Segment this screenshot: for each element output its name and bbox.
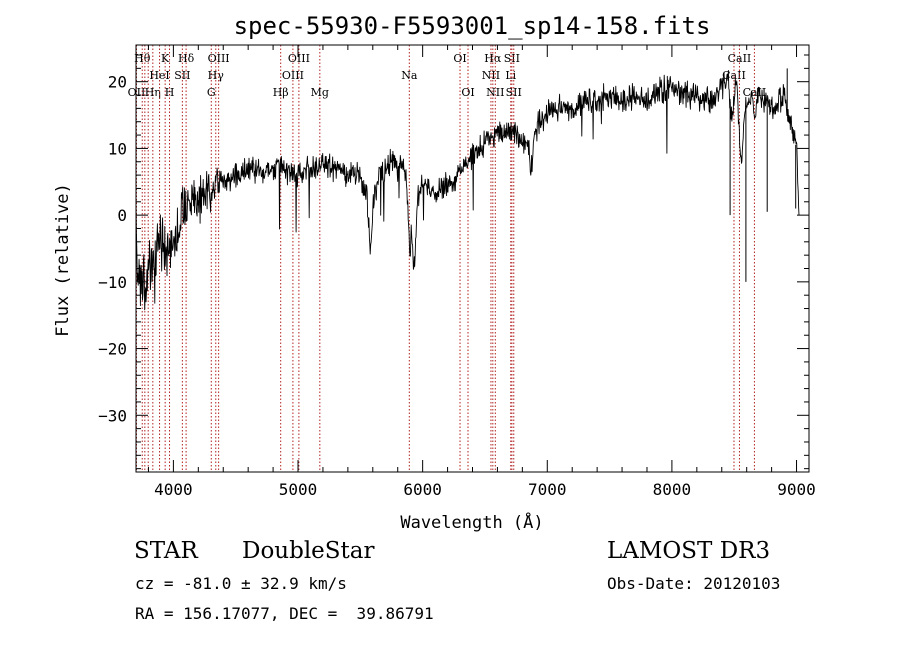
y-tick-label: −30 [98, 406, 127, 425]
object-class: STAR [134, 538, 198, 564]
line-marker-label: OIII [288, 52, 310, 65]
spectrum-line [135, 70, 800, 311]
line-marker-label: Na [401, 69, 418, 82]
observation-date: Obs-Date: 20120103 [607, 574, 781, 593]
line-marker-label: Hα [484, 52, 502, 65]
sky-coordinates: RA = 156.17077, DEC = 39.86791 [135, 604, 434, 623]
y-tick-label: 0 [117, 206, 127, 225]
line-marker-label: K [161, 52, 170, 65]
y-tick-label: 10 [108, 139, 127, 158]
line-marker-label: Li [505, 69, 516, 82]
x-tick-label: 6000 [403, 480, 442, 499]
x-tick-label: 4000 [154, 480, 193, 499]
line-marker-label: SII [174, 69, 190, 82]
x-tick-label: 9000 [777, 480, 816, 499]
line-marker-label: G [207, 86, 216, 99]
chart-title: spec-55930-F5593001_sp14-158.fits [234, 12, 711, 40]
line-marker-label: NII [482, 69, 500, 82]
x-tick-label: 7000 [528, 480, 567, 499]
line-marker-label: SII [506, 86, 522, 99]
y-tick-label: −10 [98, 273, 127, 292]
line-marker-label: Hβ [273, 86, 289, 99]
line-marker-label: Hδ [178, 52, 195, 65]
object-subclass: DoubleStar [242, 538, 375, 564]
line-marker-label: SII [504, 52, 520, 65]
line-marker-label: Hγ [208, 69, 225, 82]
line-marker-label: CaII [728, 52, 752, 65]
line-marker-label: Hη [145, 86, 161, 99]
x-axis-label: Wavelength (Å) [400, 511, 543, 533]
axes-layer: 4000 5000 6000 7000 8000 9000 −30 −20 −10 0 10 20 [98, 45, 816, 499]
x-tick-label: 5000 [279, 480, 318, 499]
y-tick-label: 20 [108, 73, 127, 92]
redshift-cz: cz = -81.0 ± 32.9 km/s [135, 574, 347, 593]
line-markers: OIIHθHηHeIKHSIIHδGHγOIIIHβOIIIOIIIMgNaOI… [128, 45, 766, 472]
line-marker-label: OI [453, 52, 466, 65]
line-marker-label: H [165, 86, 175, 99]
x-tick-label: 8000 [653, 480, 692, 499]
line-marker-label: OI [461, 86, 474, 99]
line-marker-label: CaII [722, 69, 746, 82]
line-marker-label: NII [486, 86, 504, 99]
y-tick-label: −20 [98, 340, 127, 359]
y-axis-label: Flux (relative) [53, 183, 73, 337]
survey-name: LAMOST DR3 [607, 538, 771, 564]
line-marker-label: OIII [282, 69, 304, 82]
line-marker-label: HeI [149, 69, 169, 82]
plot-frame [135, 44, 810, 473]
series-layer [135, 68, 800, 311]
line-marker-label: Mg [311, 86, 329, 99]
line-marker-label: OIII [208, 52, 230, 65]
